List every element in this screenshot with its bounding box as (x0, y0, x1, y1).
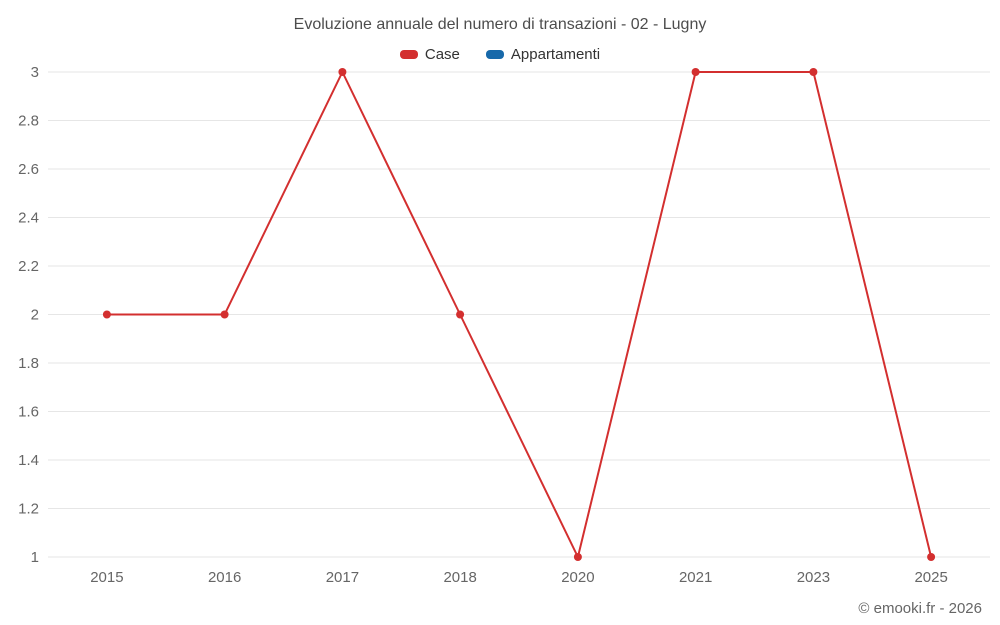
y-tick-label: 1.4 (18, 452, 39, 469)
data-point-case[interactable] (456, 310, 465, 319)
x-tick-label: 2025 (914, 569, 947, 586)
series-line-case (105, 71, 933, 558)
x-tick-label: 2023 (797, 569, 830, 586)
y-tick-label: 1.6 (18, 404, 39, 421)
x-tick-label: 2020 (561, 569, 594, 586)
data-point-case[interactable] (809, 68, 818, 76)
chart-legend: Case Appartamenti (0, 46, 1000, 63)
x-tick-label: 2021 (679, 569, 712, 586)
y-tick-label: 3 (31, 64, 39, 81)
y-tick-label: 1.2 (18, 501, 39, 518)
legend-swatch-icon (485, 50, 504, 59)
y-tick-label: 2 (31, 307, 39, 324)
x-tick-label: 2016 (208, 569, 241, 586)
data-point-case[interactable] (102, 310, 111, 319)
legend-item-case[interactable]: Case (399, 46, 460, 63)
legend-label: Appartamenti (510, 46, 601, 63)
chart-title: Evoluzione annuale del numero di transaz… (293, 16, 707, 33)
legend-swatch-icon (399, 50, 418, 59)
x-tick-label: 2017 (326, 569, 359, 586)
legend-item-appartamenti[interactable]: Appartamenti (485, 46, 601, 63)
data-point-case[interactable] (927, 553, 936, 561)
x-tick-label: 2018 (443, 569, 476, 586)
y-tick-label: 2.2 (18, 258, 39, 275)
y-tick-label: 1.8 (18, 355, 39, 372)
legend-label: Case (424, 46, 460, 63)
y-tick-label: 2.6 (18, 161, 39, 178)
data-point-case[interactable] (573, 553, 582, 561)
copyright-footer: © emooki.fr - 2026 (858, 600, 982, 617)
y-tick-label: 2.4 (18, 210, 39, 227)
data-point-case[interactable] (691, 68, 700, 76)
x-tick-label: 2015 (90, 569, 123, 586)
y-tick-label: 2.8 (18, 113, 39, 130)
y-tick-label: 1 (31, 549, 39, 566)
data-point-case[interactable] (338, 68, 347, 76)
data-point-case[interactable] (220, 310, 229, 319)
